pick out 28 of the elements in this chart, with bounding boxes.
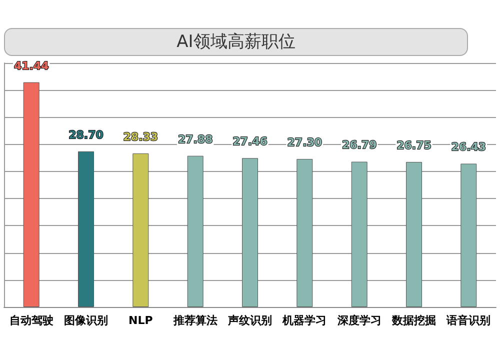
data-label: 26.79	[342, 138, 377, 152]
data-label: 41.44	[14, 59, 50, 72]
x-tick-label: 机器学习	[282, 314, 327, 327]
x-tick-label: 声纹识别	[227, 314, 272, 327]
x-tick-label: 数据挖掘	[391, 314, 436, 327]
x-tick-label: 深度学习	[336, 314, 382, 327]
x-tick-label: 语音识别	[446, 314, 491, 327]
x-tick-label: 推荐算法	[172, 314, 218, 327]
x-tick-label: NLP	[128, 314, 153, 327]
data-label: 28.33	[123, 130, 158, 144]
bar	[78, 151, 94, 307]
bar	[460, 164, 477, 307]
x-tick-label: 自动驾驶	[9, 314, 54, 327]
bar	[23, 82, 40, 307]
bar	[132, 153, 149, 307]
bar	[187, 156, 204, 307]
data-label: 27.88	[178, 132, 213, 146]
data-label: 28.70	[68, 128, 104, 142]
x-tick-label: 图像识别	[64, 314, 108, 327]
bar	[242, 158, 258, 307]
data-label: 26.75	[396, 138, 432, 152]
data-label: 26.43	[451, 140, 486, 154]
chart-title: AI领域高薪职位	[4, 28, 468, 56]
bar	[406, 162, 422, 307]
data-label: 27.46	[232, 135, 268, 148]
bar	[296, 158, 313, 307]
bar	[351, 162, 368, 307]
data-label: 27.30	[287, 136, 322, 149]
